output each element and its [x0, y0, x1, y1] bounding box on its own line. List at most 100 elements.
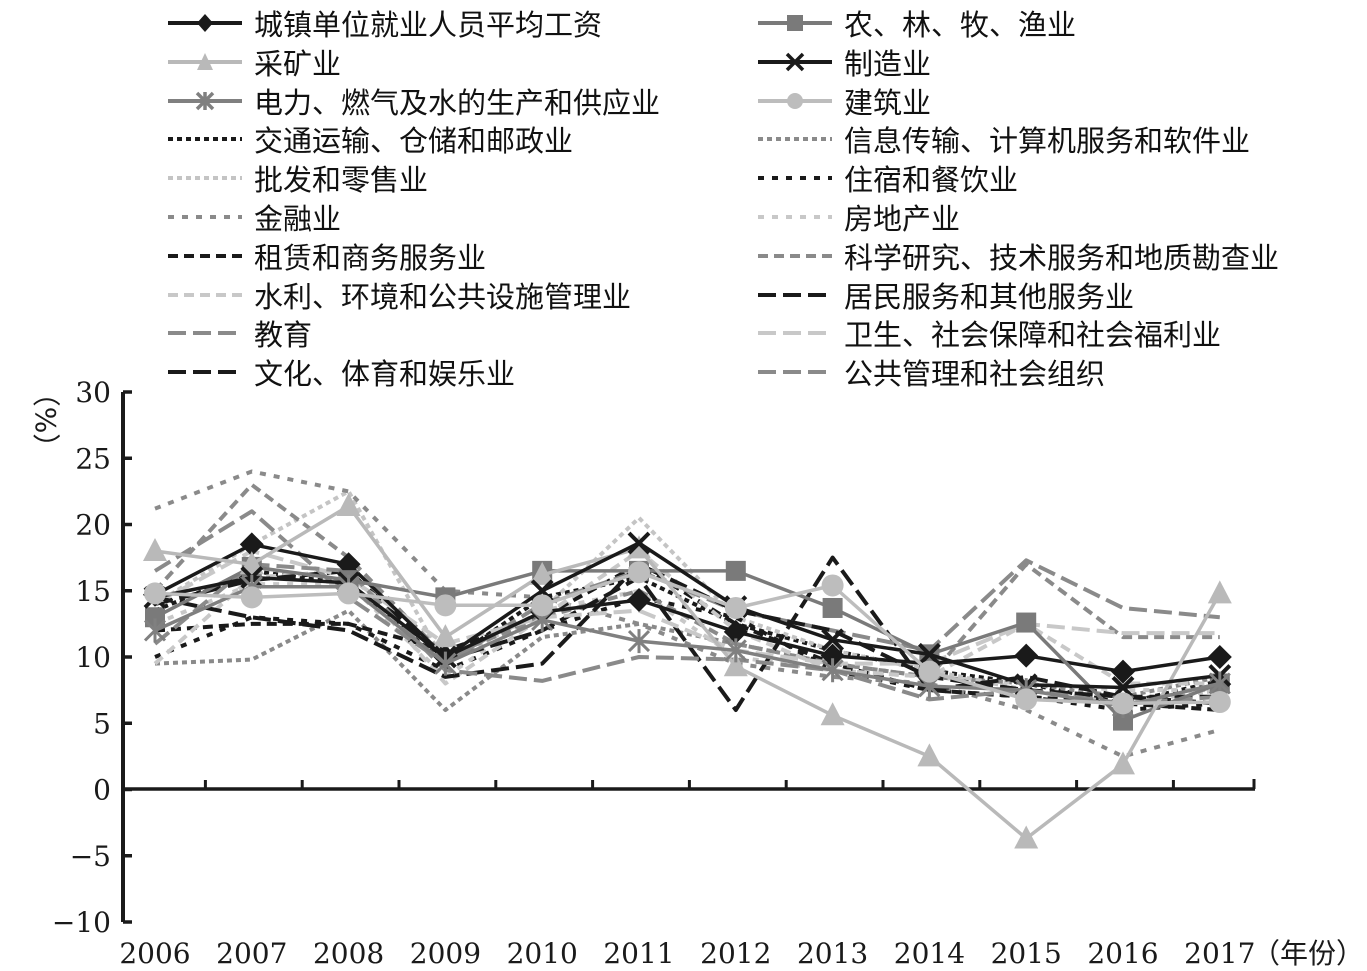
asterisk-marker-icon: [627, 629, 651, 654]
diamond-marker-icon: [239, 532, 264, 557]
diamond-marker-icon: [1111, 659, 1135, 684]
legend-swatch-icon: [168, 14, 242, 32]
circle-marker-icon: [144, 582, 166, 605]
triangle-marker-icon: [143, 538, 167, 561]
x-marker-icon: [821, 628, 845, 652]
x-tick-label: 2007: [216, 937, 287, 970]
legend-item: 租赁和商务服务业: [166, 237, 486, 275]
legend-swatch-icon: [758, 52, 832, 72]
legend-swatch-icon: [758, 137, 832, 142]
legend-label: 信息传输、计算机服务和软件业: [844, 124, 1251, 159]
legend-item: 公共管理和社会组织: [756, 353, 1105, 391]
series-line: [153, 489, 1221, 706]
y-tick-label: 5: [93, 707, 111, 740]
legend-label: 交通运输、仓储和邮政业: [254, 124, 574, 159]
x-tick-label: 2009: [410, 937, 481, 970]
y-tick-label: 0: [93, 774, 111, 807]
legend-label: 科学研究、技术服务和地质勘查业: [844, 240, 1280, 275]
legend-swatch-icon: [168, 137, 242, 142]
legend-item: 采矿业: [166, 43, 341, 81]
x-tick-label: 2014: [894, 937, 965, 970]
legend-label: 城镇单位就业人员平均工资: [254, 8, 603, 42]
legend-label: 制造业: [844, 46, 932, 81]
legend-label: 卫生、社会保障和社会福利业: [844, 318, 1222, 353]
y-tick-label: −5: [70, 840, 111, 873]
series-line: [144, 561, 1231, 715]
legend-item: 住宿和餐饮业: [756, 159, 1018, 197]
legend-swatch-icon: [168, 253, 242, 258]
y-tick-label: 25: [75, 442, 111, 475]
x-tick-label: 2016: [1087, 937, 1158, 970]
legend-item: 科学研究、技术服务和地质勘查业: [756, 237, 1279, 275]
legend-swatch-icon: [168, 370, 242, 375]
legend-swatch-icon: [758, 331, 832, 336]
legend-label: 住宿和餐饮业: [844, 163, 1019, 198]
square-marker-icon: [1113, 710, 1133, 731]
legend-item: 制造业: [756, 43, 931, 81]
chart-legend: 城镇单位就业人员平均工资 农、林、牧、渔业采矿业 制造业电力、燃气及水的生产和供应业…: [0, 0, 1367, 391]
x-tick-label: 2006: [119, 937, 190, 970]
legend-swatch-icon: [168, 292, 242, 297]
series-line: [154, 469, 1221, 759]
y-tick-label: 15: [75, 575, 111, 608]
legend-item: 房地产业: [756, 198, 960, 236]
legend-swatch-icon: [168, 91, 242, 110]
legend-swatch-icon: [758, 215, 832, 219]
legend-item: 信息传输、计算机服务和软件业: [756, 120, 1250, 158]
legend-label: 水利、环境和公共设施管理业: [254, 279, 632, 314]
legend-item: 农、林、牧、渔业: [756, 4, 1076, 42]
asterisk-marker-icon: [821, 658, 844, 683]
circle-marker-icon: [628, 561, 650, 584]
triangle-marker-icon: [723, 653, 748, 677]
series-line: [154, 562, 1220, 712]
triangle-marker-icon: [1111, 751, 1135, 775]
triangle-marker-icon: [239, 551, 264, 575]
circle-marker-icon: [240, 586, 263, 609]
legend-label: 房地产业: [844, 202, 961, 236]
circle-marker-icon: [918, 660, 941, 683]
x-tick-label: 2008: [313, 937, 384, 970]
legend-item: 居民服务和其他服务业: [756, 276, 1134, 314]
circle-marker-icon: [1112, 692, 1134, 715]
circle-marker-icon: [821, 574, 844, 597]
legend-item: 文化、体育和娱乐业: [166, 353, 515, 391]
legend-label: 批发和零售业: [254, 163, 429, 198]
diamond-marker-icon: [820, 643, 845, 668]
legend-label: 农、林、牧、渔业: [844, 8, 1077, 42]
diamond-marker-icon: [1014, 643, 1039, 668]
legend-swatch-icon: [758, 15, 832, 31]
circle-marker-icon: [1208, 691, 1231, 714]
triangle-marker-icon: [820, 702, 845, 726]
legend-label: 租赁和商务服务业: [254, 240, 487, 275]
legend-swatch-icon: [758, 92, 832, 109]
square-marker-icon: [725, 560, 746, 581]
legend-swatch-icon: [168, 215, 242, 219]
legend-item: 电力、燃气及水的生产和供应业: [166, 82, 660, 120]
x-tick-label: 2010: [507, 937, 578, 970]
legend-swatch-icon: [758, 292, 832, 297]
legend-label: 文化、体育和娱乐业: [254, 357, 516, 392]
x-marker-icon: [627, 531, 651, 555]
x-tick-label: 2015: [991, 937, 1062, 970]
series-line: [154, 608, 1221, 712]
legend-label: 公共管理和社会组织: [844, 357, 1106, 392]
x-tick-label: 2017: [1184, 937, 1255, 970]
legend-label: 金融业: [254, 202, 342, 236]
diamond-marker-icon: [627, 588, 651, 613]
x-tick-label: 2012: [700, 937, 771, 970]
series-line: [154, 582, 1220, 693]
legend-label: 建筑业: [844, 85, 932, 120]
y-tick-label: 30: [75, 376, 111, 409]
y-tick-label: 10: [75, 641, 111, 674]
legend-swatch-icon: [168, 331, 242, 336]
diamond-marker-icon: [1207, 645, 1232, 669]
legend-label: 采矿业: [254, 46, 342, 81]
legend-swatch-icon: [758, 176, 832, 181]
legend-item: 水利、环境和公共设施管理业: [166, 276, 631, 314]
legend-item: 金融业: [166, 198, 341, 236]
triangle-marker-icon: [336, 492, 361, 516]
x-marker-icon: [917, 642, 941, 666]
legend-swatch-icon: [758, 253, 832, 258]
